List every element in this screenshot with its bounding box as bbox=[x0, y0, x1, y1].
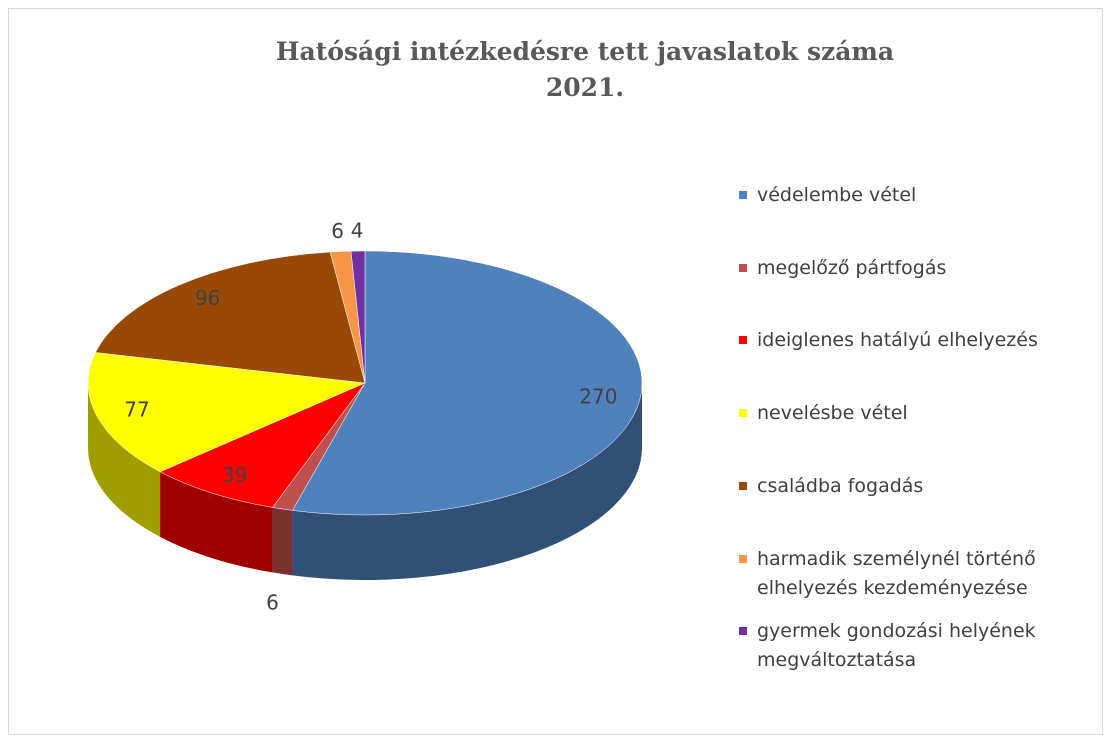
legend-item: ideiglenes hatályú elhelyezés bbox=[735, 326, 1105, 355]
slice bbox=[350, 250, 366, 384]
legend-swatch bbox=[739, 409, 747, 418]
slice-side bbox=[160, 471, 273, 573]
legend-label: védelembe vétel bbox=[757, 184, 917, 206]
slice bbox=[95, 251, 366, 384]
legend-swatch bbox=[739, 336, 747, 345]
legend-item: megelőző pártfogás bbox=[735, 254, 1105, 283]
legend-swatch bbox=[739, 627, 747, 636]
legend-label: nevelésbe vétel bbox=[757, 402, 908, 425]
legend-item: harmadik személynél történő elhelyezés k… bbox=[735, 545, 1105, 603]
legend-label: gyermek gondozási helyének megváltoztatá… bbox=[757, 620, 1036, 672]
data-label: 6 bbox=[331, 219, 344, 243]
data-label: 6 bbox=[266, 591, 279, 615]
chart-frame bbox=[8, 8, 1103, 735]
legend-swatch bbox=[739, 554, 747, 563]
chart-subtitle: 2021. bbox=[546, 73, 624, 102]
data-label: 39 bbox=[222, 463, 247, 487]
legend-swatch bbox=[739, 191, 747, 199]
slice-side bbox=[292, 383, 642, 580]
legend-label: harmadik személynél történő elhelyezés k… bbox=[757, 547, 1036, 599]
slice-side bbox=[88, 383, 161, 537]
data-label: 270 bbox=[579, 384, 617, 408]
slice bbox=[159, 382, 366, 508]
legend-item: védelembe vétel bbox=[735, 181, 1105, 210]
legend-item: gyermek gondozási helyének megváltoztatá… bbox=[735, 617, 1105, 675]
legend-label: ideiglenes hatályú elhelyezés bbox=[757, 329, 1038, 352]
legend-item: nevelésbe vétel bbox=[735, 399, 1105, 428]
legend-swatch bbox=[739, 481, 747, 490]
chart-title: Hatósági intézkedésre tett javaslatok sz… bbox=[276, 37, 894, 66]
slice-side bbox=[272, 507, 293, 576]
legend-label: megelőző pártfogás bbox=[757, 256, 947, 279]
data-label: 4 bbox=[351, 219, 364, 243]
data-label: 96 bbox=[195, 286, 220, 310]
data-label: 77 bbox=[124, 398, 149, 422]
legend-label: családba fogadás bbox=[757, 474, 924, 497]
legend-item: családba fogadás bbox=[735, 472, 1105, 501]
slice bbox=[87, 352, 366, 473]
legend-swatch bbox=[739, 263, 747, 272]
slice bbox=[292, 250, 643, 516]
